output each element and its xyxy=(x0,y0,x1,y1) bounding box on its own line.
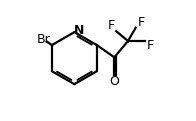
Text: F: F xyxy=(107,19,114,32)
Text: Br: Br xyxy=(37,33,50,46)
Text: N: N xyxy=(74,24,84,37)
Text: O: O xyxy=(109,75,119,88)
Text: F: F xyxy=(147,39,154,52)
Text: F: F xyxy=(138,16,145,30)
